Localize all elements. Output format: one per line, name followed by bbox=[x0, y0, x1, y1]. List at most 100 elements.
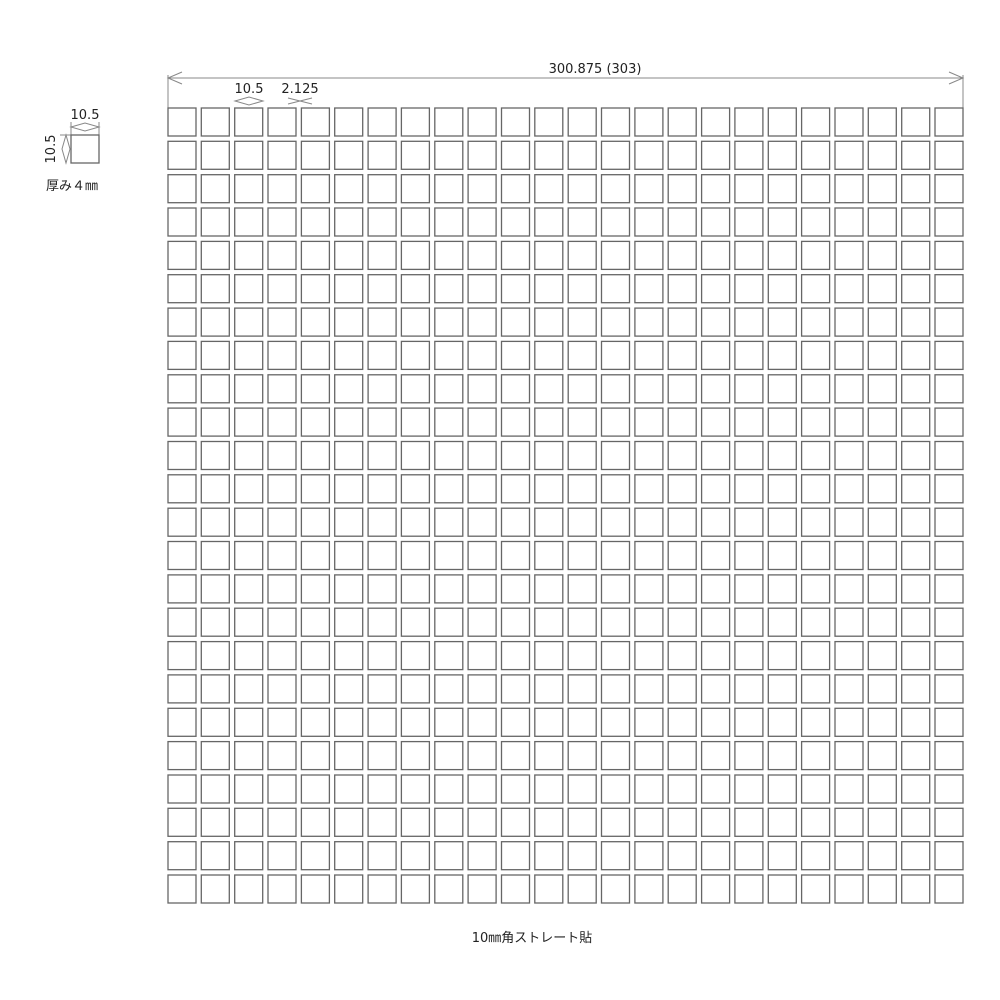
tile bbox=[867, 740, 897, 771]
tile bbox=[200, 707, 230, 737]
tile bbox=[634, 140, 664, 170]
tile bbox=[901, 174, 931, 204]
tile bbox=[867, 207, 897, 237]
tile bbox=[367, 774, 397, 804]
tile bbox=[901, 674, 931, 704]
tile bbox=[367, 540, 397, 571]
tile bbox=[267, 774, 297, 804]
tile bbox=[267, 474, 297, 504]
tile bbox=[400, 841, 431, 871]
tile bbox=[400, 540, 431, 571]
tile bbox=[700, 474, 731, 504]
tile bbox=[934, 374, 964, 404]
tile bbox=[901, 474, 931, 504]
tile bbox=[534, 507, 564, 537]
tile bbox=[267, 340, 297, 371]
tile bbox=[634, 674, 664, 704]
tile bbox=[467, 807, 497, 837]
tile bbox=[167, 607, 197, 637]
tile bbox=[934, 874, 964, 904]
tile bbox=[767, 774, 797, 804]
tile bbox=[600, 407, 631, 437]
tile bbox=[300, 407, 331, 437]
tile bbox=[567, 574, 597, 604]
tile bbox=[567, 240, 597, 271]
tile bbox=[534, 707, 564, 737]
tile bbox=[901, 340, 931, 371]
tile bbox=[800, 674, 831, 704]
tile bbox=[200, 841, 230, 871]
tile bbox=[534, 774, 564, 804]
tile bbox=[800, 207, 831, 237]
tile bbox=[934, 507, 964, 537]
tile bbox=[934, 607, 964, 637]
tile bbox=[734, 740, 764, 771]
tile bbox=[500, 674, 531, 704]
tile bbox=[400, 874, 431, 904]
tile bbox=[634, 707, 664, 737]
tile bbox=[300, 674, 331, 704]
tile bbox=[800, 407, 831, 437]
tile bbox=[367, 674, 397, 704]
tile bbox=[700, 807, 731, 837]
tile bbox=[167, 674, 197, 704]
tile bbox=[934, 407, 964, 437]
tile bbox=[300, 607, 331, 637]
tile bbox=[834, 207, 864, 237]
tile bbox=[767, 607, 797, 637]
tile bbox=[667, 774, 697, 804]
tile bbox=[767, 440, 797, 471]
tile bbox=[434, 307, 464, 337]
tile bbox=[467, 841, 497, 871]
tile bbox=[600, 674, 631, 704]
tile bbox=[500, 340, 531, 371]
tile bbox=[434, 140, 464, 170]
tile bbox=[567, 307, 597, 337]
tile bbox=[367, 407, 397, 437]
tile bbox=[700, 107, 731, 137]
tile-dimension: 10.5 bbox=[233, 82, 265, 106]
tile bbox=[534, 874, 564, 904]
tile bbox=[300, 874, 331, 904]
tile bbox=[367, 374, 397, 404]
tile bbox=[234, 674, 264, 704]
tile bbox=[901, 807, 931, 837]
tile bbox=[700, 440, 731, 471]
tile bbox=[467, 707, 497, 737]
tile bbox=[434, 774, 464, 804]
tile bbox=[534, 440, 564, 471]
tile bbox=[334, 274, 364, 304]
tile bbox=[800, 807, 831, 837]
tile bbox=[400, 274, 431, 304]
tile bbox=[234, 107, 264, 137]
tile bbox=[334, 674, 364, 704]
tile bbox=[901, 274, 931, 304]
tile bbox=[800, 574, 831, 604]
tile bbox=[767, 841, 797, 871]
tile bbox=[200, 807, 230, 837]
tile bbox=[234, 207, 264, 237]
tile bbox=[634, 207, 664, 237]
tile bbox=[334, 374, 364, 404]
tile bbox=[200, 274, 230, 304]
tile bbox=[334, 574, 364, 604]
tile bbox=[834, 874, 864, 904]
tile bbox=[867, 674, 897, 704]
tile bbox=[200, 440, 230, 471]
tile bbox=[934, 174, 964, 204]
tile bbox=[934, 807, 964, 837]
tile bbox=[901, 140, 931, 170]
tile bbox=[267, 874, 297, 904]
tile bbox=[467, 507, 497, 537]
tile bbox=[167, 540, 197, 571]
overall-width-label: 300.875 (303) bbox=[549, 62, 642, 77]
tile bbox=[200, 107, 230, 137]
tile bbox=[534, 140, 564, 170]
tile bbox=[434, 640, 464, 671]
tile bbox=[834, 107, 864, 137]
tile bbox=[500, 240, 531, 271]
tile bbox=[901, 307, 931, 337]
tile bbox=[300, 707, 331, 737]
tile bbox=[200, 507, 230, 537]
tile bbox=[234, 707, 264, 737]
